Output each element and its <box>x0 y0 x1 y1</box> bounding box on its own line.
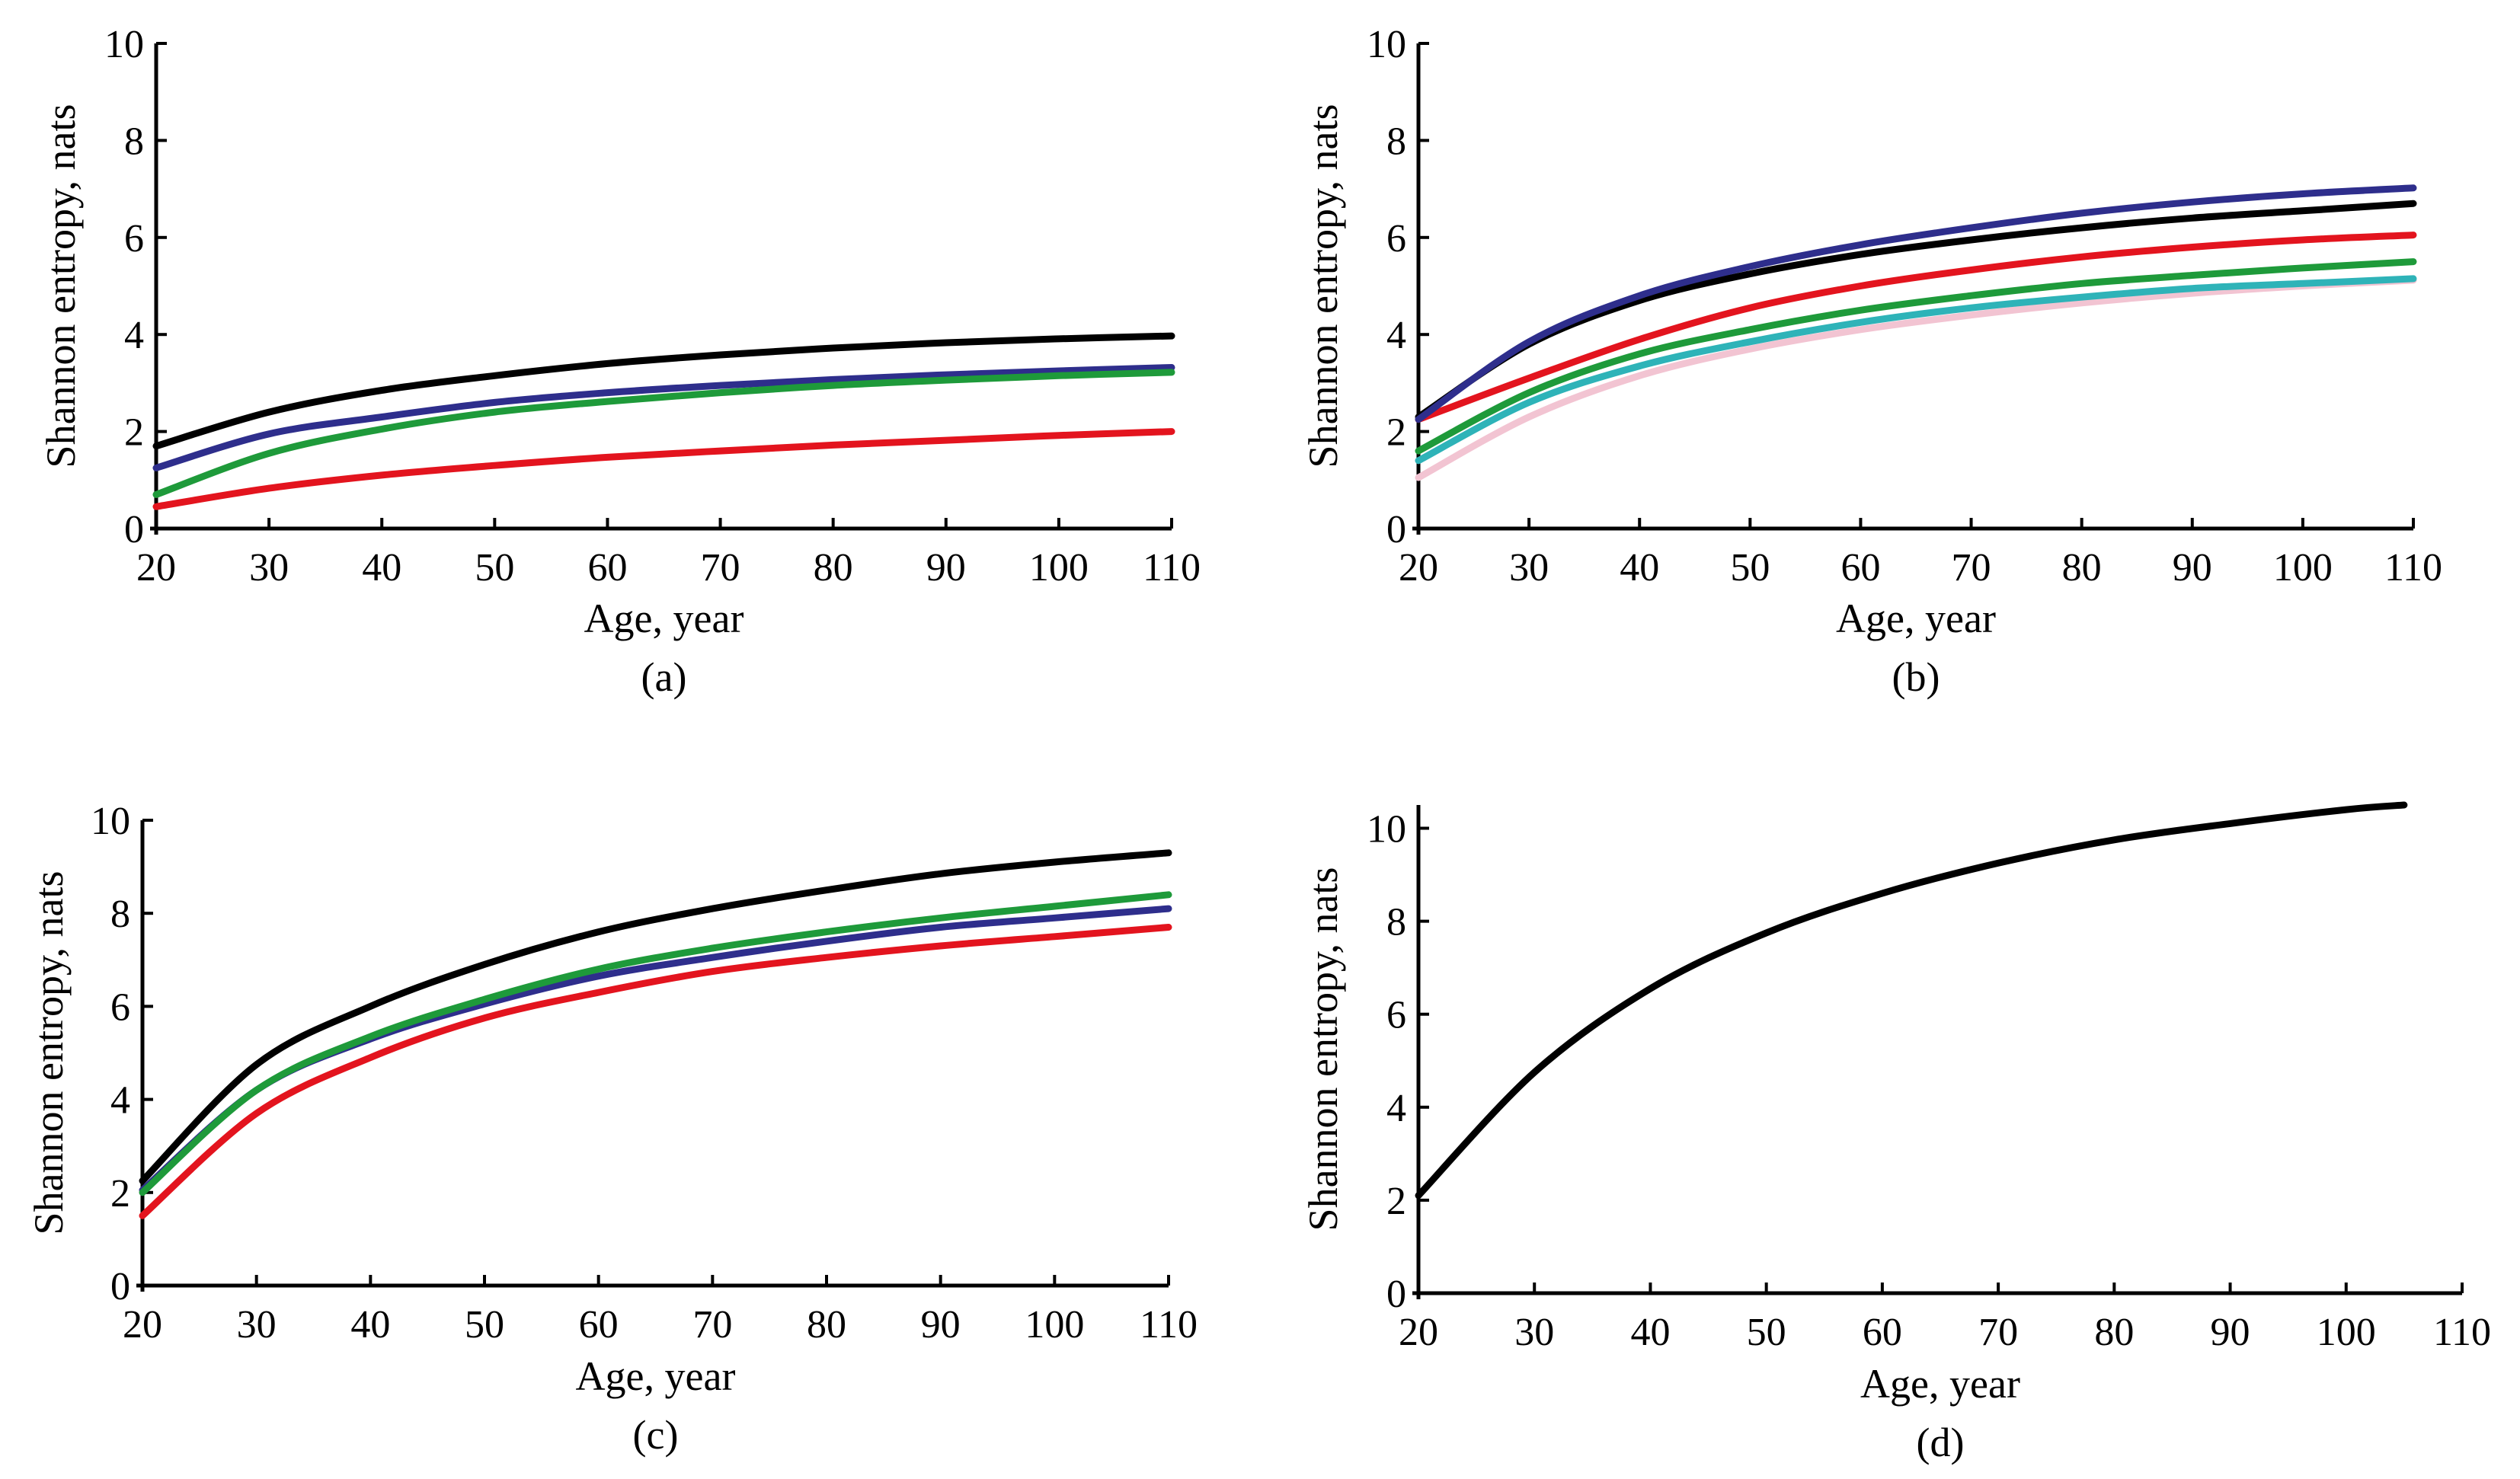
x-tick-label: 30 <box>1509 546 1549 589</box>
series-line-4 <box>152 428 1175 510</box>
x-tick-label: 40 <box>1620 546 1659 589</box>
y-tick-label: 2 <box>110 1172 130 1215</box>
x-axis-title: Age, year <box>1860 1361 2020 1407</box>
x-tick-label: 60 <box>587 546 627 589</box>
x-tick-label: 110 <box>2433 1311 2491 1354</box>
panel-label: (a) <box>641 654 687 700</box>
y-tick-label: 10 <box>1367 23 1406 66</box>
x-tick-label: 90 <box>2211 1311 2250 1354</box>
x-tick-label: 30 <box>1514 1311 1554 1354</box>
x-tick-label: 100 <box>2317 1311 2376 1354</box>
y-tick-label: 4 <box>124 314 144 357</box>
x-tick-label: 20 <box>123 1303 162 1346</box>
series-line-1 <box>139 924 1172 1219</box>
y-tick-label: 8 <box>1386 120 1406 163</box>
x-tick-label: 60 <box>1863 1311 1902 1354</box>
y-tick-label: 0 <box>1386 508 1406 551</box>
y-tick-label: 4 <box>110 1079 130 1123</box>
series-line-6 <box>1415 184 2417 423</box>
y-tick-label: 2 <box>1386 1180 1406 1223</box>
y-tick-label: 6 <box>1386 217 1406 260</box>
y-axis-title: Shannon entropy, nats <box>26 871 72 1235</box>
x-tick-label: 40 <box>362 546 401 589</box>
x-tick-label: 20 <box>1399 546 1438 589</box>
series-line-2 <box>1415 275 2417 465</box>
chart-panel-d: 20 30 40 50 60 70 80 90 100 110 0 2 4 6 8 10 Age, year Sh… <box>1300 801 2491 1465</box>
x-tick-label: 110 <box>1143 546 1201 589</box>
series-line-4 <box>139 849 1172 1184</box>
y-tick-label: 2 <box>1386 411 1406 455</box>
x-tick-label: 20 <box>1399 1311 1438 1354</box>
series-line-1 <box>152 332 1175 450</box>
chart-panel-a: 20 30 40 50 60 70 80 90 100 110 0 2 4 6 8 10 Age, year Sh… <box>38 23 1201 700</box>
x-tick-label: 30 <box>249 546 289 589</box>
y-tick-label: 8 <box>110 893 130 936</box>
series-line-3 <box>139 891 1172 1196</box>
x-axis-title: Age, year <box>1836 596 1996 641</box>
y-tick-label: 6 <box>110 985 130 1029</box>
y-tick-label: 6 <box>124 217 144 260</box>
x-axis-title: Age, year <box>584 596 744 641</box>
series-line-2 <box>152 364 1175 471</box>
x-tick-label: 100 <box>1029 546 1089 589</box>
x-tick-label: 30 <box>237 1303 277 1346</box>
y-axis-title: Shannon entropy, nats <box>38 104 84 468</box>
x-tick-label: 80 <box>2094 1311 2134 1354</box>
x-tick-label: 90 <box>921 1303 961 1346</box>
chart-panel-b: 20 30 40 50 60 70 80 90 100 110 0 2 4 6 8 10 Age, year Sh… <box>1300 23 2442 700</box>
x-tick-label: 100 <box>1025 1303 1084 1346</box>
y-tick-label: 10 <box>1367 808 1406 851</box>
panel-label: (c) <box>633 1412 679 1458</box>
y-tick-label: 0 <box>1386 1273 1406 1316</box>
y-tick-label: 8 <box>124 120 144 163</box>
x-tick-label: 70 <box>1978 1311 2018 1354</box>
y-tick-label: 0 <box>110 1265 130 1308</box>
x-tick-label: 90 <box>2173 546 2212 589</box>
series-line-3 <box>152 369 1175 498</box>
x-tick-label: 40 <box>350 1303 390 1346</box>
x-tick-label: 80 <box>2062 546 2102 589</box>
x-tick-label: 80 <box>814 546 853 589</box>
x-tick-label: 70 <box>1952 546 1991 589</box>
y-axis-title: Shannon entropy, nats <box>1300 104 1346 468</box>
y-tick-label: 10 <box>91 800 130 843</box>
series-line-1 <box>1415 801 2408 1199</box>
series-line-1 <box>1415 276 2417 481</box>
x-tick-label: 90 <box>926 546 966 589</box>
y-tick-label: 2 <box>124 411 144 455</box>
y-tick-label: 4 <box>1386 314 1406 357</box>
panel-label: (b) <box>1892 654 1940 700</box>
y-tick-label: 4 <box>1386 1087 1406 1130</box>
x-axis-title: Age, year <box>576 1353 736 1399</box>
x-tick-label: 100 <box>2273 546 2333 589</box>
x-tick-label: 60 <box>1840 546 1880 589</box>
x-tick-label: 20 <box>136 546 176 589</box>
x-tick-label: 110 <box>2384 546 2442 589</box>
series-line-4 <box>1415 232 2417 423</box>
x-tick-label: 70 <box>701 546 740 589</box>
panel-label: (d) <box>1917 1420 1965 1465</box>
x-tick-label: 110 <box>1140 1303 1198 1346</box>
x-tick-label: 40 <box>1630 1311 1670 1354</box>
y-tick-label: 8 <box>1386 901 1406 944</box>
x-tick-label: 50 <box>1747 1311 1786 1354</box>
y-axis-title: Shannon entropy, nats <box>1300 867 1346 1231</box>
x-tick-label: 70 <box>692 1303 732 1346</box>
y-tick-label: 0 <box>124 508 144 551</box>
x-tick-label: 80 <box>807 1303 846 1346</box>
chart-panel-c: 20 30 40 50 60 70 80 90 100 110 0 2 4 6 8 10 Age, year Sh… <box>26 800 1198 1458</box>
y-tick-label: 6 <box>1386 994 1406 1037</box>
x-tick-label: 50 <box>475 546 514 589</box>
series-line-3 <box>1415 258 2417 455</box>
x-tick-label: 60 <box>579 1303 619 1346</box>
x-tick-label: 50 <box>1730 546 1770 589</box>
x-tick-label: 50 <box>465 1303 504 1346</box>
y-tick-label: 10 <box>104 23 144 66</box>
